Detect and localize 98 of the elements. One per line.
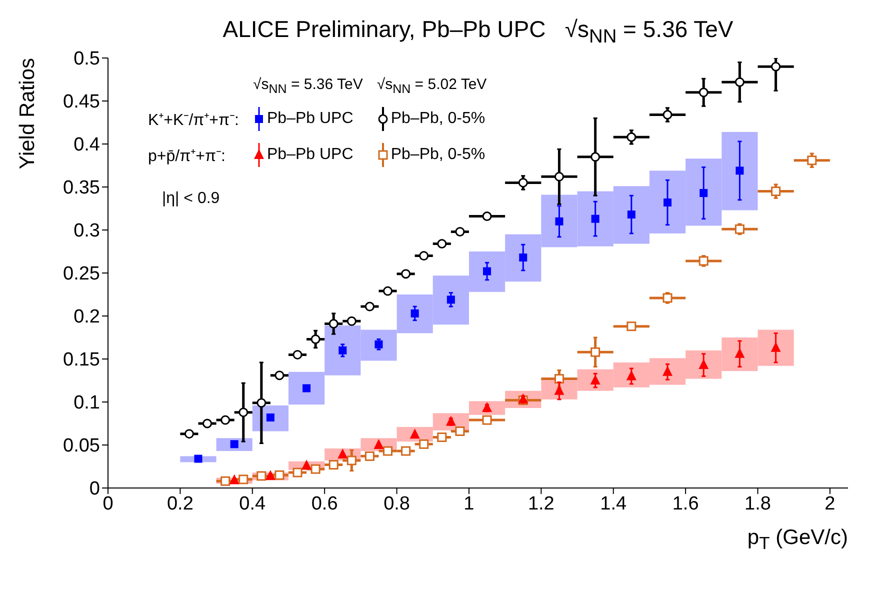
annotation: |η| < 0.9 xyxy=(162,190,221,208)
y-tick-label: 0.1 xyxy=(74,392,100,414)
point xyxy=(455,426,465,436)
point xyxy=(292,350,302,360)
point xyxy=(771,186,781,196)
y-tick-label: 0.25 xyxy=(63,264,100,285)
x-axis-title: p$_{T}$ (GeV/c) xyxy=(747,526,848,554)
point xyxy=(346,456,356,466)
point xyxy=(220,476,230,486)
point xyxy=(256,398,266,408)
point xyxy=(302,384,311,392)
point xyxy=(519,254,528,262)
point xyxy=(274,370,284,380)
legend-label: Pb–Pb, 0-5% xyxy=(390,110,486,128)
point xyxy=(627,210,636,219)
point xyxy=(202,418,212,428)
x-tick-label: 0 xyxy=(102,493,114,514)
y-axis-title: Yield Ratios xyxy=(16,58,40,170)
y-tick-label: 0.4 xyxy=(74,134,100,156)
point xyxy=(374,340,383,348)
y-tick-label: 0 xyxy=(89,478,100,500)
point xyxy=(410,309,419,318)
legend-label: Pb–Pb, 0-5% xyxy=(390,146,486,164)
point xyxy=(662,110,672,120)
point xyxy=(555,217,564,226)
point xyxy=(230,440,238,448)
point xyxy=(437,239,447,249)
point xyxy=(698,88,708,98)
point xyxy=(626,132,636,142)
point xyxy=(419,439,429,449)
point xyxy=(771,62,781,72)
point xyxy=(364,302,374,312)
y-tick-label: 0.2 xyxy=(74,306,100,328)
point xyxy=(274,470,284,480)
point xyxy=(383,446,393,456)
y-tick-label: 0.3 xyxy=(74,220,100,242)
point xyxy=(626,322,636,332)
point xyxy=(419,251,429,261)
point xyxy=(482,211,492,221)
x-tick-label: 0.6 xyxy=(311,493,338,514)
point xyxy=(328,460,338,470)
x-tick-label: 2 xyxy=(824,493,836,514)
x-tick-label: 1 xyxy=(464,493,474,514)
y-tick-label: 0.45 xyxy=(63,92,100,113)
point xyxy=(554,374,564,384)
point xyxy=(664,198,672,206)
point xyxy=(266,413,274,422)
x-tick-label: 1.4 xyxy=(600,493,627,514)
point xyxy=(518,178,528,188)
point xyxy=(700,189,708,198)
point xyxy=(446,296,455,304)
point xyxy=(455,226,465,236)
point xyxy=(338,346,347,354)
point xyxy=(590,347,600,357)
point xyxy=(401,446,411,456)
point xyxy=(229,474,240,484)
x-tick-label: 1.6 xyxy=(672,493,699,514)
y-tick-label: 0.35 xyxy=(63,178,100,199)
annotation: √s$_{NN}$ = 5.02 TeV xyxy=(376,76,487,96)
point xyxy=(554,172,564,182)
annotation: K⁺+K⁻/π⁺+π⁻: xyxy=(148,111,239,130)
legend-label: Pb–Pb UPC xyxy=(267,146,354,164)
point xyxy=(194,454,202,463)
point xyxy=(310,464,320,474)
point xyxy=(292,468,302,478)
chart-title: ALICE Preliminary, Pb–Pb UPC √s$_{NN}$ = 5.36 TeV xyxy=(222,16,734,49)
x-tick-label: 0.2 xyxy=(166,493,194,514)
point xyxy=(238,474,248,484)
point xyxy=(736,166,744,175)
point xyxy=(265,470,276,480)
point xyxy=(591,214,600,223)
point xyxy=(302,460,312,470)
point xyxy=(807,156,817,166)
y-tick-label: 0.5 xyxy=(74,48,100,70)
x-tick-label: 0.4 xyxy=(239,493,266,514)
point xyxy=(184,429,194,439)
point xyxy=(401,269,411,279)
annotation: √s$_{NN}$ = 5.36 TeV xyxy=(253,76,363,96)
point xyxy=(483,267,492,276)
y-tick-label: 0.05 xyxy=(63,436,100,457)
legend-label: Pb–Pb UPC xyxy=(267,110,354,128)
x-tick-label: 1.2 xyxy=(528,493,554,514)
point xyxy=(482,415,492,425)
point xyxy=(437,432,447,442)
annotation: p+p̄/π⁺+π⁻: xyxy=(148,147,226,166)
point xyxy=(383,286,393,296)
point xyxy=(364,451,374,461)
x-tick-label: 0.8 xyxy=(384,493,410,514)
point xyxy=(310,334,320,344)
y-tick-label: 0.15 xyxy=(63,350,100,371)
point xyxy=(220,415,230,425)
point xyxy=(734,77,744,87)
point xyxy=(590,152,600,162)
point xyxy=(256,471,266,481)
x-tick-label: 1.8 xyxy=(744,493,771,514)
point xyxy=(328,318,338,328)
point xyxy=(346,316,356,326)
point xyxy=(238,408,248,418)
